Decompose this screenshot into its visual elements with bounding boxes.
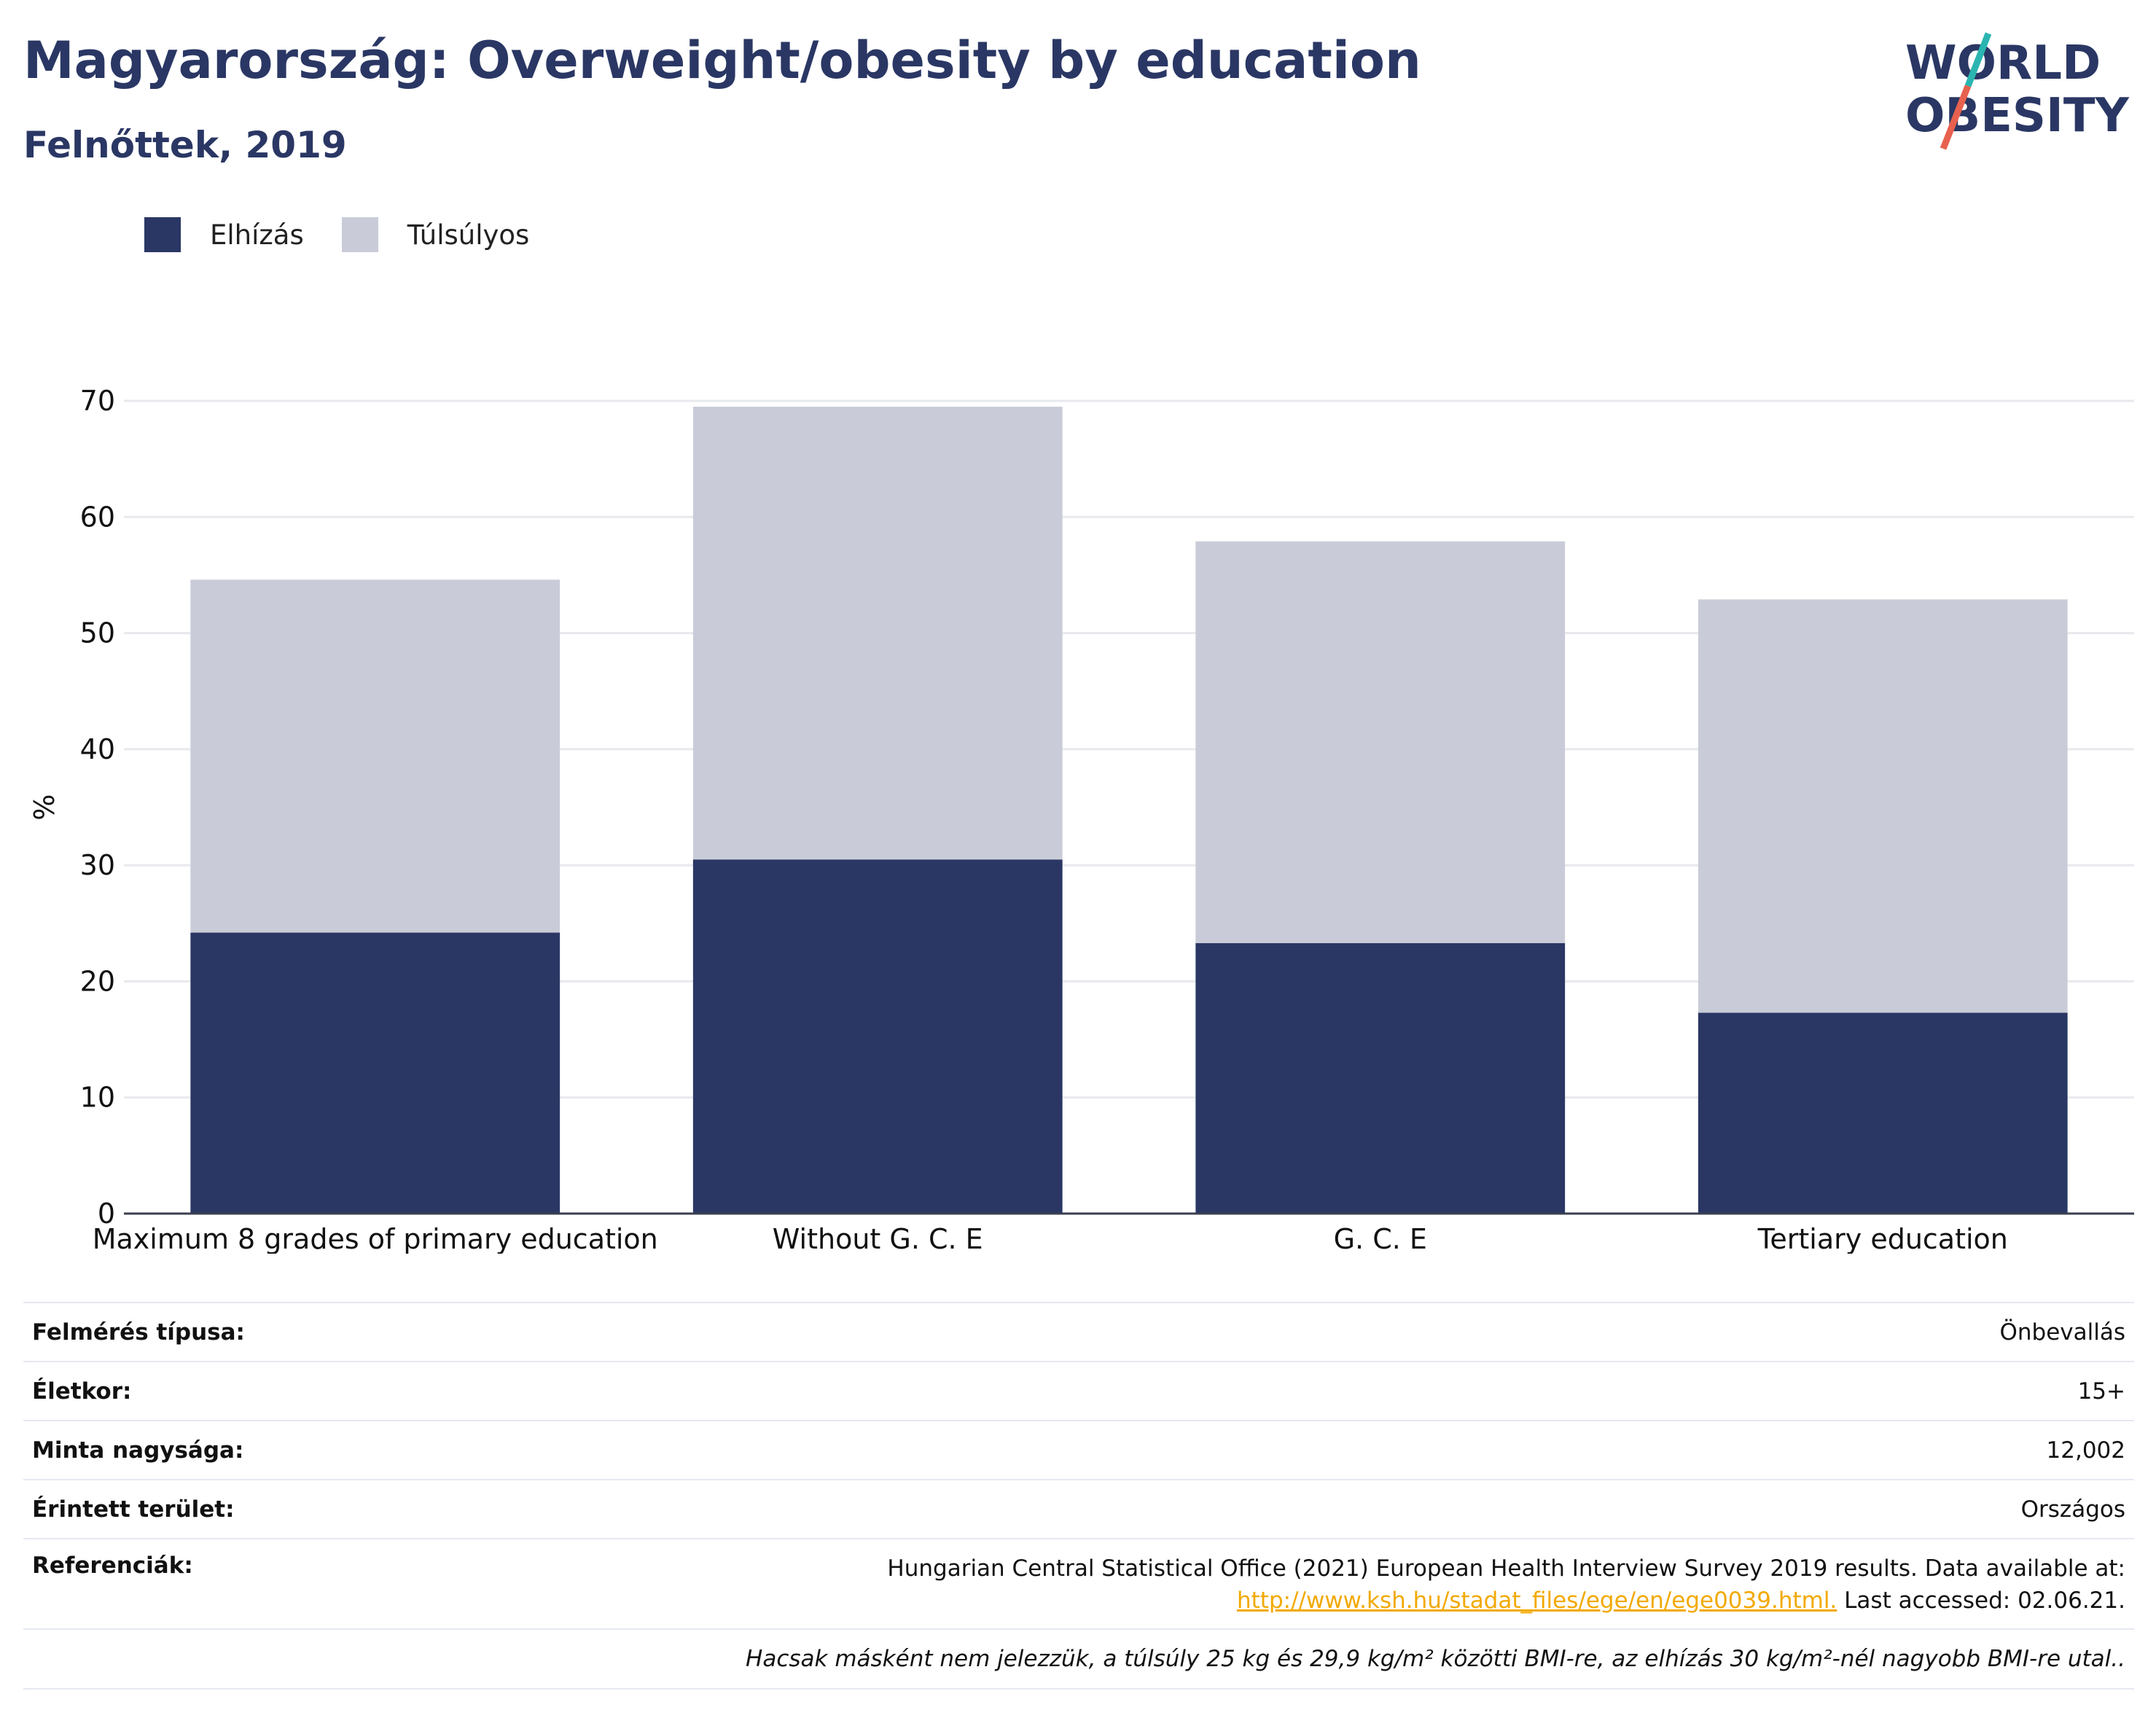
logo-slash-coral — [1940, 85, 1972, 150]
x-tick-label: G. C. E — [1334, 1223, 1427, 1254]
page-title: Magyarország: Overweight/obesity by educ… — [23, 31, 1421, 90]
stacked-bar-chart: 0 10 20 30 40 50 60 70 Maximum 8 grades of prima… — [28, 385, 2134, 1254]
x-tick-label: Tertiary education — [1757, 1223, 2008, 1254]
bar-obesity-0 — [190, 932, 561, 1214]
info-value: 12,002 — [2046, 1437, 2125, 1464]
info-row-survey-type: Felmérés típusa: Önbevallás — [23, 1303, 2134, 1362]
bar-overweight-3 — [1698, 599, 2068, 1013]
y-tick-label: 60 — [80, 501, 115, 533]
logo-slash-teal — [1964, 32, 1992, 87]
reference-text: Hungarian Central Statistical Office (20… — [887, 1555, 2125, 1582]
info-key: Minta nagysága: — [32, 1437, 244, 1464]
info-value: Országos — [2020, 1496, 2125, 1523]
logo-line1: WORLD — [1905, 36, 2101, 90]
survey-info-table: Felmérés típusa: Önbevallás Életkor: 15+… — [23, 1302, 2134, 1690]
logo-line2: OBESITY — [1905, 89, 2129, 143]
y-tick-label: 70 — [80, 385, 115, 417]
legend-label-obesity: Elhízás — [210, 219, 304, 251]
legend-label-overweight: Túlsúlyos — [407, 219, 530, 251]
info-key: Referenciák: — [32, 1553, 193, 1579]
y-tick-label: 20 — [80, 965, 115, 997]
chart-legend: Elhízás Túlsúlyos — [144, 217, 567, 252]
x-tick-label: Maximum 8 grades of primary education — [93, 1223, 658, 1254]
y-tick-label: 0 — [98, 1198, 115, 1230]
info-value: Hungarian Central Statistical Office (20… — [887, 1553, 2125, 1617]
info-value: Önbevallás — [1999, 1319, 2125, 1346]
reference-accessed: Last accessed: 02.06.21. — [1837, 1587, 2125, 1614]
legend-item-overweight[interactable]: Túlsúlyos — [341, 217, 530, 252]
info-row-age: Életkor: 15+ — [23, 1362, 2134, 1421]
reference-link[interactable]: http://www.ksh.hu/stadat_files/ege/en/eg… — [1237, 1587, 1837, 1614]
info-key: Felmérés típusa: — [32, 1319, 245, 1346]
bar-overweight-0 — [190, 579, 561, 933]
info-row-references: Referenciák: Hungarian Central Statistic… — [23, 1539, 2134, 1630]
bar-overweight-2 — [1195, 541, 1566, 943]
y-axis-label: % — [28, 794, 60, 820]
bar-obesity-3 — [1698, 1012, 2068, 1214]
legend-item-obesity[interactable]: Elhízás — [144, 217, 304, 252]
bars — [190, 406, 2068, 1214]
y-tick-label: 30 — [80, 849, 115, 881]
y-tick-label: 50 — [80, 617, 115, 649]
footnote-text: Hacsak másként nem jelezzük, a túlsúly 2… — [746, 1646, 2125, 1672]
x-tick-label: Without G. C. E — [773, 1223, 983, 1254]
info-key: Életkor: — [32, 1378, 132, 1405]
info-key: Érintett terület: — [32, 1496, 235, 1523]
y-tick-label: 40 — [80, 733, 115, 765]
info-value: 15+ — [2077, 1378, 2125, 1405]
bar-obesity-2 — [1195, 942, 1566, 1214]
info-row-sample-size: Minta nagysága: 12,002 — [23, 1421, 2134, 1480]
legend-swatch-obesity — [144, 217, 181, 252]
info-row-area: Érintett terület: Országos — [23, 1480, 2134, 1539]
y-tick-label: 10 — [80, 1082, 115, 1114]
bar-obesity-1 — [692, 859, 1063, 1214]
page-subtitle: Felnőttek, 2019 — [23, 124, 347, 166]
footnote-row: Hacsak másként nem jelezzük, a túlsúly 2… — [23, 1630, 2134, 1690]
bar-overweight-1 — [692, 406, 1063, 860]
world-obesity-logo: WORLD OBESITY — [1905, 32, 2129, 150]
axes: 0 10 20 30 40 50 60 70 Maximum 8 grades of prima… — [28, 385, 2134, 1254]
legend-swatch-overweight — [341, 217, 378, 252]
